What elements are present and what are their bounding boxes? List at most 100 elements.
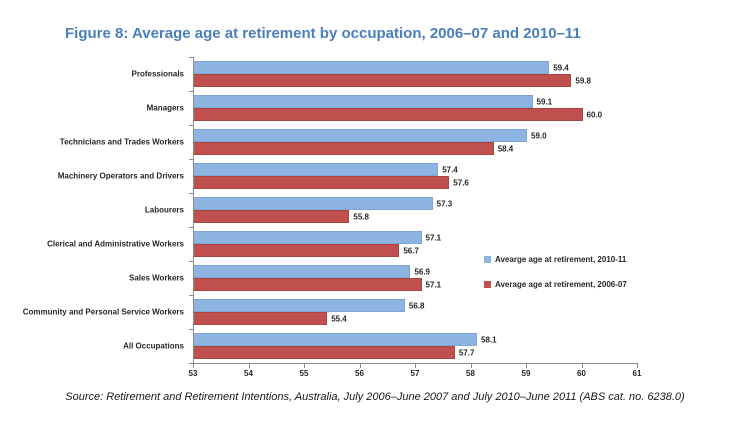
x-tick-mark: [415, 364, 416, 368]
data-label: 57.6: [453, 178, 469, 187]
category-label: Managers: [146, 103, 184, 113]
category-row: Clerical and Administrative Workers 57.1 5…: [47, 227, 638, 261]
category-label: Sales Workers: [129, 273, 184, 283]
figure-title: Figure 8: Average age at retirement by o…: [65, 25, 581, 42]
bar-2010-11: 57.1: [194, 231, 441, 244]
x-tick-mark: [581, 364, 583, 368]
category-label: Machinery Operators and Drivers: [57, 171, 184, 181]
x-tick-label: 61: [632, 369, 642, 378]
data-label: 59.1: [536, 97, 553, 106]
category-row: Managers 59.1 60.0: [147, 91, 638, 125]
x-tick-label: 60: [577, 369, 586, 378]
data-label: 57.3: [436, 199, 453, 208]
data-label: 57.1: [425, 233, 442, 242]
category-label: All Occupations: [123, 341, 184, 351]
category-row: Machinery Operators and Drivers 57.4 57.6: [58, 159, 638, 193]
legend-swatch-2010-11-icon: [484, 255, 491, 263]
legend-label-2010-11: Avearge age at retirement, 2010-11: [495, 254, 627, 264]
bar-2006-07: 60.0: [194, 108, 602, 121]
legend-swatch-2006-07-icon: [484, 280, 491, 288]
bar-2010-11: 57.4: [194, 163, 458, 176]
data-label: 55.8: [353, 212, 369, 221]
bar-pair: 57.1 56.7: [194, 231, 638, 257]
bar-2010-11: 58.1: [194, 333, 497, 346]
x-tick-label: 57: [410, 369, 420, 378]
category-label: Clerical and Administrative Workers: [47, 239, 184, 249]
data-label: 57.1: [425, 280, 442, 289]
y-tick-mark: [189, 261, 193, 262]
data-label: 58.4: [497, 144, 514, 153]
bar-2006-07: 55.4: [194, 312, 347, 325]
category-row: Professionals 59.4 59.8: [132, 57, 638, 91]
category-row: Sales Workers 56.9 57.1: [129, 261, 638, 295]
source-note: Source: Retirement and Retirement Intent…: [65, 391, 685, 403]
bar-2010-11: 57.3: [194, 197, 452, 210]
x-tick-mark: [304, 364, 305, 368]
legend-item-2010-11: Avearge age at retirement, 2010-11: [484, 253, 627, 265]
bar-2006-07: 57.1: [194, 278, 441, 291]
data-label: 57.7: [458, 348, 475, 357]
x-tick-label: 59: [521, 369, 531, 378]
data-label: 59.0: [531, 131, 547, 140]
data-label: 59.8: [575, 76, 591, 85]
y-tick-mark: [189, 227, 193, 228]
category-label: Labourers: [144, 205, 184, 215]
x-tick-mark: [526, 364, 527, 368]
y-tick-mark: [189, 159, 193, 160]
category-row: All Occupations 58.1 57.7: [123, 329, 638, 363]
bar-pair: 59.4 59.8: [194, 61, 638, 87]
bar-2006-07: 57.6: [194, 176, 469, 189]
plot-area: Professionals 59.4 59.8 Managers 59.1 60.0 Tec…: [23, 57, 638, 364]
y-tick-mark: [189, 125, 193, 126]
bar-pair: 56.8 55.4: [194, 299, 638, 325]
bar-2006-07: 58.4: [194, 142, 513, 155]
bar-2006-07: 56.7: [194, 244, 419, 257]
y-tick-mark: [189, 363, 193, 364]
category-row: Technicians and Trades Workers 59.0 58.4: [60, 125, 638, 159]
legend-label-2006-07: Average age at retirement, 2006-07: [495, 279, 627, 289]
legend-item-2006-07: Average age at retirement, 2006-07: [484, 278, 627, 290]
x-tick-mark: [470, 364, 472, 368]
data-label: 55.4: [331, 314, 347, 323]
bar-pair: 58.1 57.7: [194, 333, 638, 359]
y-tick-mark: [189, 57, 193, 58]
data-label: 60.0: [586, 110, 603, 119]
x-tick-label: 54: [244, 369, 253, 378]
x-tick-mark: [193, 364, 194, 368]
bar-2006-07: 59.8: [194, 74, 591, 87]
y-tick-mark: [189, 329, 193, 330]
x-tick-label: 55: [299, 369, 309, 378]
x-tick-mark: [359, 364, 361, 368]
x-tick-label: 58: [466, 369, 475, 378]
data-label: 56.9: [414, 267, 431, 276]
x-tick-mark: [248, 364, 250, 368]
bar-2010-11: 59.4: [194, 61, 569, 74]
bar-pair: 57.3 55.8: [194, 197, 638, 223]
bar-pair: 57.4 57.6: [194, 163, 638, 189]
bar-2006-07: 55.8: [194, 210, 369, 223]
data-label: 56.7: [403, 246, 419, 255]
bar-2010-11: 56.9: [194, 265, 430, 278]
bar-pair: 56.9 57.1: [194, 265, 638, 291]
category-row: Labourers 57.3 55.8: [145, 193, 638, 227]
data-label: 56.8: [408, 301, 425, 310]
bar-2010-11: 56.8: [194, 299, 424, 312]
data-label: 58.1: [481, 335, 497, 344]
data-label: 59.4: [553, 63, 569, 72]
legend: Avearge age at retirement, 2010-11 Avera…: [484, 253, 627, 303]
category-label: Professionals: [131, 69, 184, 79]
bar-pair: 59.0 58.4: [194, 129, 638, 155]
data-label: 57.4: [442, 165, 458, 174]
bar-pair: 59.1 60.0: [194, 95, 638, 121]
category-row: Community and Personal Service Workers 56…: [23, 295, 638, 329]
category-label: Technicians and Trades Workers: [59, 137, 184, 147]
x-tick-label: 53: [188, 369, 198, 378]
category-label: Community and Personal Service Workers: [22, 307, 184, 317]
bar-2010-11: 59.1: [194, 95, 552, 108]
y-tick-mark: [189, 193, 193, 194]
x-tick-label: 56: [355, 369, 364, 378]
y-tick-mark: [189, 295, 193, 296]
y-tick-mark: [189, 91, 193, 92]
x-tick-mark: [637, 364, 638, 368]
bar-2010-11: 59.0: [194, 129, 547, 142]
